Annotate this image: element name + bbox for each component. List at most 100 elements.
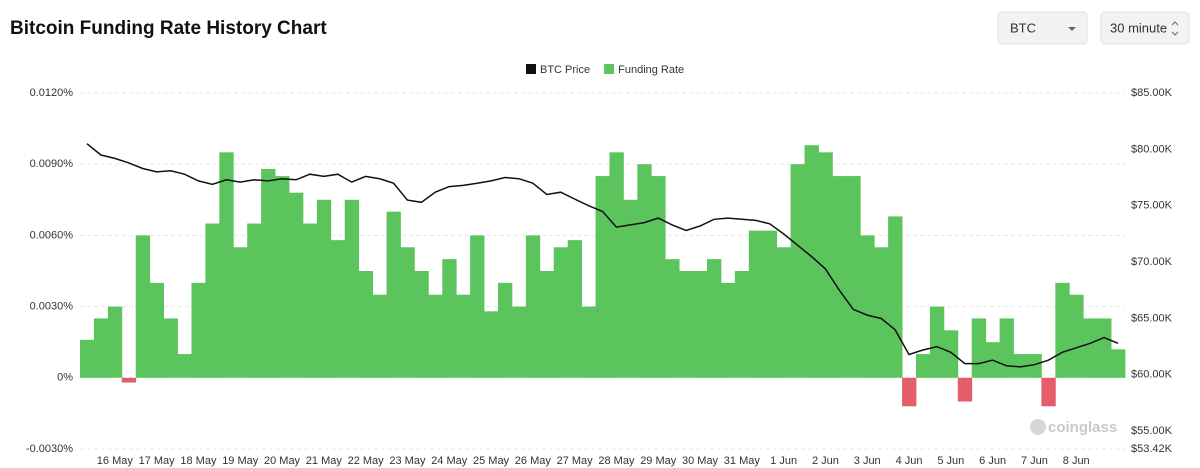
funding-bar [888,216,903,378]
x-tick-label: 29 May [640,455,677,467]
funding-bar [762,230,778,378]
y2-tick-label: $70.00K [1131,256,1173,268]
spinner-arrows [1171,21,1179,36]
x-tick-label: 18 May [180,455,217,467]
funding-bar [943,330,959,378]
funding-bar [818,152,833,378]
coin-select-label[interactable]: BTC [1010,20,1036,35]
funding-bar [1027,354,1042,378]
legend-swatch [604,64,615,74]
funding-bar [400,247,415,378]
funding-bar [553,247,569,378]
funding-bar [121,377,137,383]
funding-bar [1069,294,1084,378]
y2-tick-label: $80.00K [1131,143,1173,155]
y-tick-label: 0.0030% [30,301,74,313]
x-tick-label: 16 May [97,455,134,467]
funding-bar [456,294,471,378]
funding-bar [414,271,429,378]
x-tick-label: 7 Jun [1021,455,1048,467]
y-tick-label: 0% [57,372,73,384]
x-tick-label: 30 May [682,455,719,467]
funding-bar [163,318,178,378]
legend-swatch [526,64,536,74]
funding-bar [999,318,1014,378]
watermark-icon [1030,419,1046,435]
funding-bar [832,176,847,378]
funding-bar [205,223,220,378]
funding-bar [623,199,638,378]
funding-bar [484,311,499,378]
funding-bar [386,211,401,378]
funding-bar [177,354,192,378]
x-tick-label: 27 May [557,455,594,467]
y2-tick-label: $60.00K [1131,369,1173,381]
legend-label: BTC Price [540,64,590,76]
funding-bar [511,306,527,378]
funding-bar [734,271,750,378]
funding-bar [804,145,819,378]
funding-bar [93,318,109,378]
y-tick-label: 0.0090% [30,158,74,170]
funding-bar [372,294,387,378]
x-tick-label: 31 May [724,455,761,467]
x-tick-label: 26 May [515,455,552,467]
funding-bar [707,259,722,378]
funding-bar [316,199,332,378]
funding-bar [1083,318,1098,378]
funding-bar [637,164,652,378]
funding-bar [609,152,624,378]
x-tick-label: 20 May [264,455,301,467]
funding-bar [693,271,708,378]
funding-bar [135,235,151,378]
funding-bar [1013,354,1028,378]
x-tick-label: 2 Jun [812,455,839,467]
x-tick-label: 28 May [598,455,635,467]
funding-bar [1041,377,1056,407]
legend-label: Funding Rate [618,64,684,76]
x-tick-label: 1 Jun [770,455,797,467]
x-tick-label: 24 May [431,455,468,467]
interval-select[interactable] [1100,11,1190,45]
funding-bar [539,271,555,378]
funding-bar [665,259,680,378]
x-tick-label: 8 Jun [1063,455,1090,467]
funding-bar [107,306,123,378]
funding-bar [567,240,582,378]
y2-tick-label: $85.00K [1131,87,1173,99]
funding-bar [1111,349,1126,378]
funding-bar [957,377,973,402]
funding-bar [916,354,931,378]
funding-bar [275,176,290,378]
funding-bar [358,271,373,378]
funding-bar [1097,318,1112,378]
y-tick-label: 0.0120% [30,87,74,99]
funding-bar [442,259,457,378]
watermark: coinglass [1048,419,1117,436]
x-tick-label: 3 Jun [854,455,881,467]
x-tick-label: 25 May [473,455,510,467]
funding-bar [679,271,694,378]
y2-tick-label: $65.00K [1131,312,1173,324]
funding-bar [261,168,276,378]
x-tick-label: 6 Jun [979,455,1006,467]
y-tick-label: -0.0030% [26,443,73,455]
funding-bar [971,318,987,378]
x-tick-label: 23 May [389,455,426,467]
funding-bar [302,223,318,378]
funding-bar [330,240,346,378]
funding-bar [80,339,95,378]
x-tick-label: 19 May [222,455,259,467]
price-line [86,143,1119,368]
funding-bar [219,152,234,378]
y2-tick-label: $53.42K [1131,443,1173,455]
funding-bar [191,282,206,378]
coin-select[interactable] [997,11,1088,45]
funding-bar [247,223,262,378]
interval-select-label[interactable]: 30 minute [1110,20,1167,35]
x-tick-label: 22 May [348,455,385,467]
y-tick-label: 0.0060% [30,229,74,241]
funding-bar [289,192,304,378]
funding-bar [1055,282,1070,378]
